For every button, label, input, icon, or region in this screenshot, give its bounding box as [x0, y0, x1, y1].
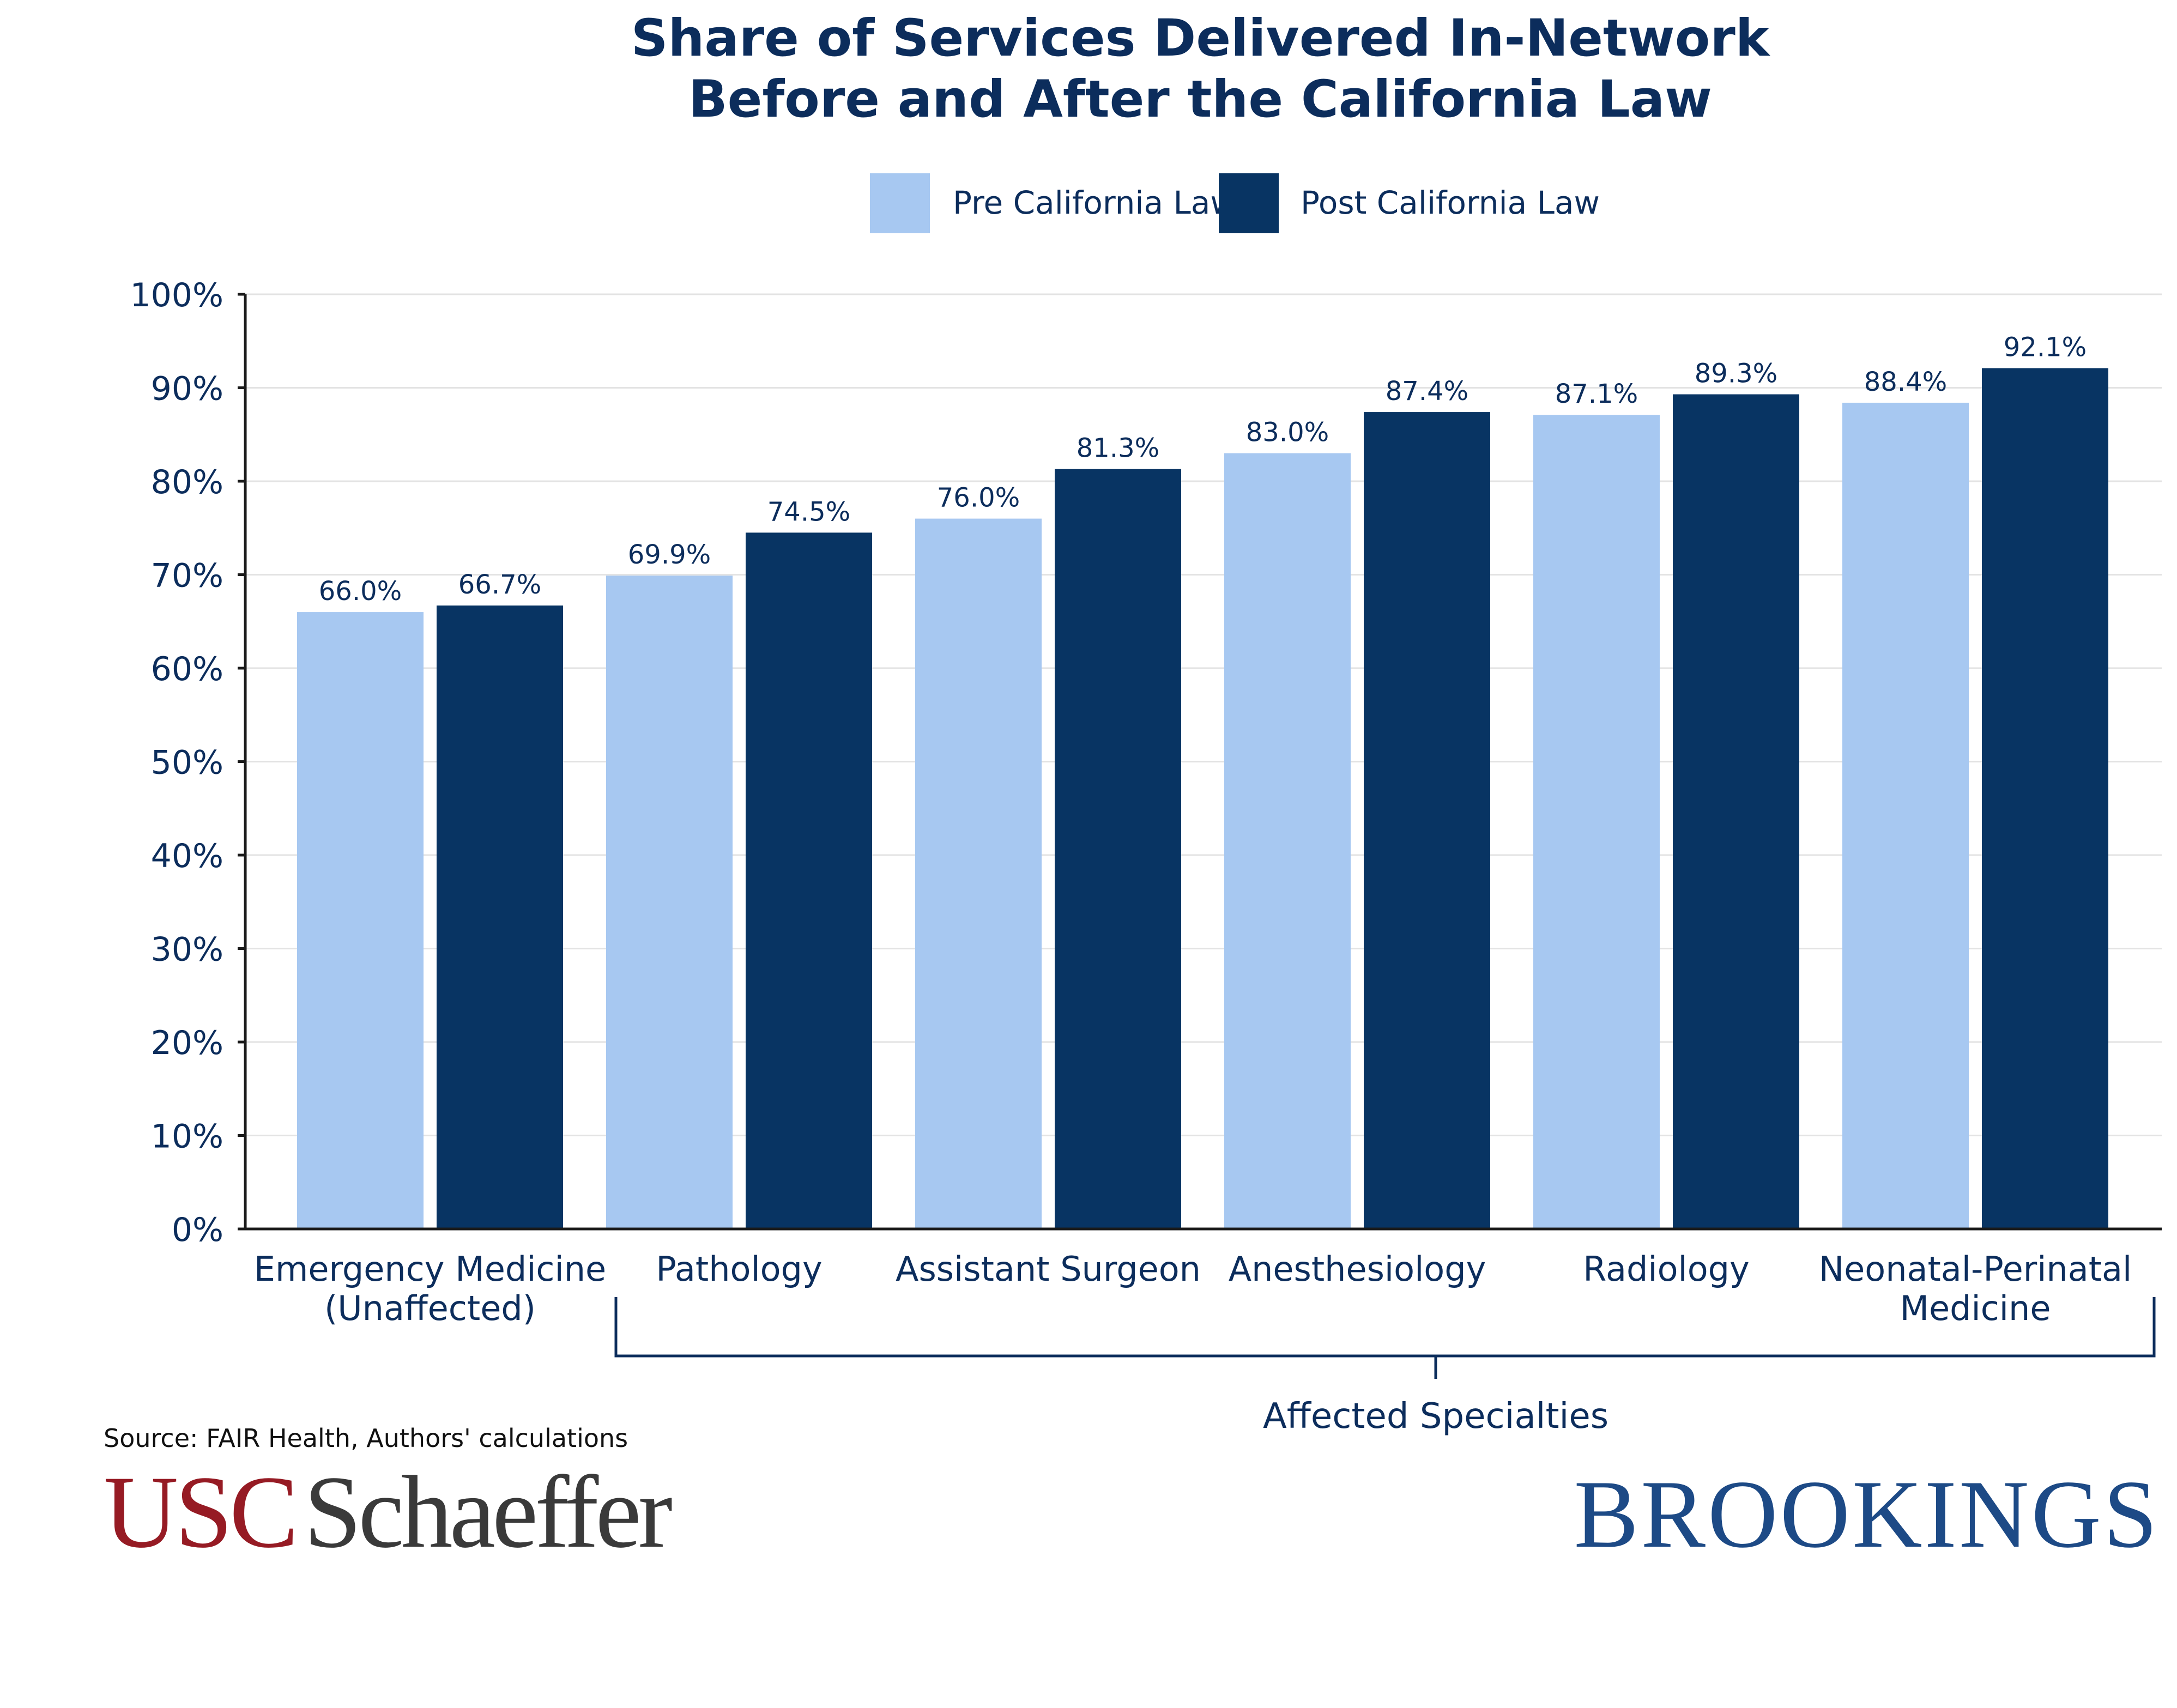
y-tick-label: 60%	[151, 650, 223, 688]
category-label: Radiology	[1583, 1249, 1749, 1289]
legend: Pre California Law Post California Law	[870, 173, 1600, 233]
bracket-line	[614, 1297, 2156, 1358]
bar-pre	[606, 576, 733, 1229]
data-label: 89.3%	[1695, 359, 1777, 389]
bar-pre	[1533, 415, 1660, 1229]
bar-post	[437, 605, 563, 1229]
bar-post	[1055, 469, 1181, 1229]
bracket-label: Affected Specialties	[1263, 1396, 1608, 1437]
usc-schaeffer-logo-text: USCSchaeffer	[104, 1455, 672, 1570]
bar-pre	[915, 518, 1042, 1229]
category-label: Assistant Surgeon	[896, 1249, 1201, 1289]
y-tick-label: 80%	[151, 463, 223, 501]
data-label: 66.0%	[319, 576, 402, 607]
data-label: 88.4%	[1864, 367, 1947, 397]
legend-swatch-post	[1219, 173, 1279, 233]
schaeffer-logo-part: Schaeffer	[304, 1455, 672, 1570]
chart-subtitle: Before and After the California Law	[688, 70, 1712, 129]
data-label: 66.7%	[458, 570, 541, 600]
bar-pre	[1842, 402, 1969, 1229]
chart-title: Share of Services Delivered In-Network	[631, 9, 1771, 68]
y-tick-label: 70%	[151, 557, 223, 595]
data-label: 87.4%	[1386, 376, 1468, 407]
bar-post	[1982, 368, 2108, 1229]
y-tick-label: 40%	[151, 837, 223, 875]
data-label: 87.1%	[1555, 379, 1638, 409]
category-label: Anesthesiology	[1229, 1249, 1486, 1289]
bar-pre	[1224, 453, 1351, 1229]
y-tick-label: 30%	[151, 931, 223, 969]
affected-specialties-bracket: Affected Specialties	[614, 1297, 2156, 1437]
data-label: 76.0%	[937, 483, 1020, 513]
data-label: 83.0%	[1246, 417, 1329, 448]
gridlines	[245, 293, 2162, 1136]
category-label: Emergency Medicine	[254, 1249, 606, 1289]
source-note: Source: FAIR Health, Authors' calculatio…	[104, 1424, 628, 1453]
category-label: Pathology	[656, 1249, 822, 1289]
usc-schaeffer-logo: USCSchaeffer	[104, 1455, 675, 1570]
category-label: Medicine	[1900, 1288, 2051, 1328]
data-label: 81.3%	[1077, 433, 1159, 464]
bar-post	[1673, 394, 1799, 1229]
data-label: 74.5%	[767, 496, 850, 527]
legend-swatch-pre	[870, 173, 930, 233]
bar-pre	[297, 612, 424, 1229]
y-tick-label: 90%	[151, 370, 223, 408]
category-labels: Emergency Medicine(Unaffected) Pathology A…	[254, 1249, 2132, 1328]
legend-label-post: Post California Law	[1301, 184, 1600, 221]
y-tick-label: 100%	[130, 276, 223, 314]
brookings-logo: BROOKINGS	[1574, 1460, 2160, 1568]
y-tick-label: 50%	[151, 744, 223, 782]
legend-label-pre: Pre California Law	[953, 184, 1236, 221]
y-tick-label: 20%	[151, 1024, 223, 1062]
bar-post	[746, 532, 872, 1229]
usc-logo-part: USC	[104, 1455, 295, 1570]
bars	[297, 368, 2108, 1229]
y-tick-label: 0%	[172, 1211, 223, 1249]
bar-value-labels: 66.0% 66.7% 69.9% 74.5% 76.0% 81.3% 83.0% 87.4%…	[319, 332, 2087, 607]
y-tick-label: 10%	[151, 1118, 223, 1156]
y-axis-ticks: 0% 10% 20% 30% 40% 50% 60% 70% 80% 90% 100%	[130, 276, 245, 1249]
category-label: Neonatal-Perinatal	[1819, 1249, 2132, 1289]
category-label: (Unaffected)	[324, 1288, 536, 1328]
data-label: 92.1%	[2004, 332, 2087, 362]
data-label: 69.9%	[628, 540, 711, 570]
bar-post	[1364, 412, 1490, 1229]
